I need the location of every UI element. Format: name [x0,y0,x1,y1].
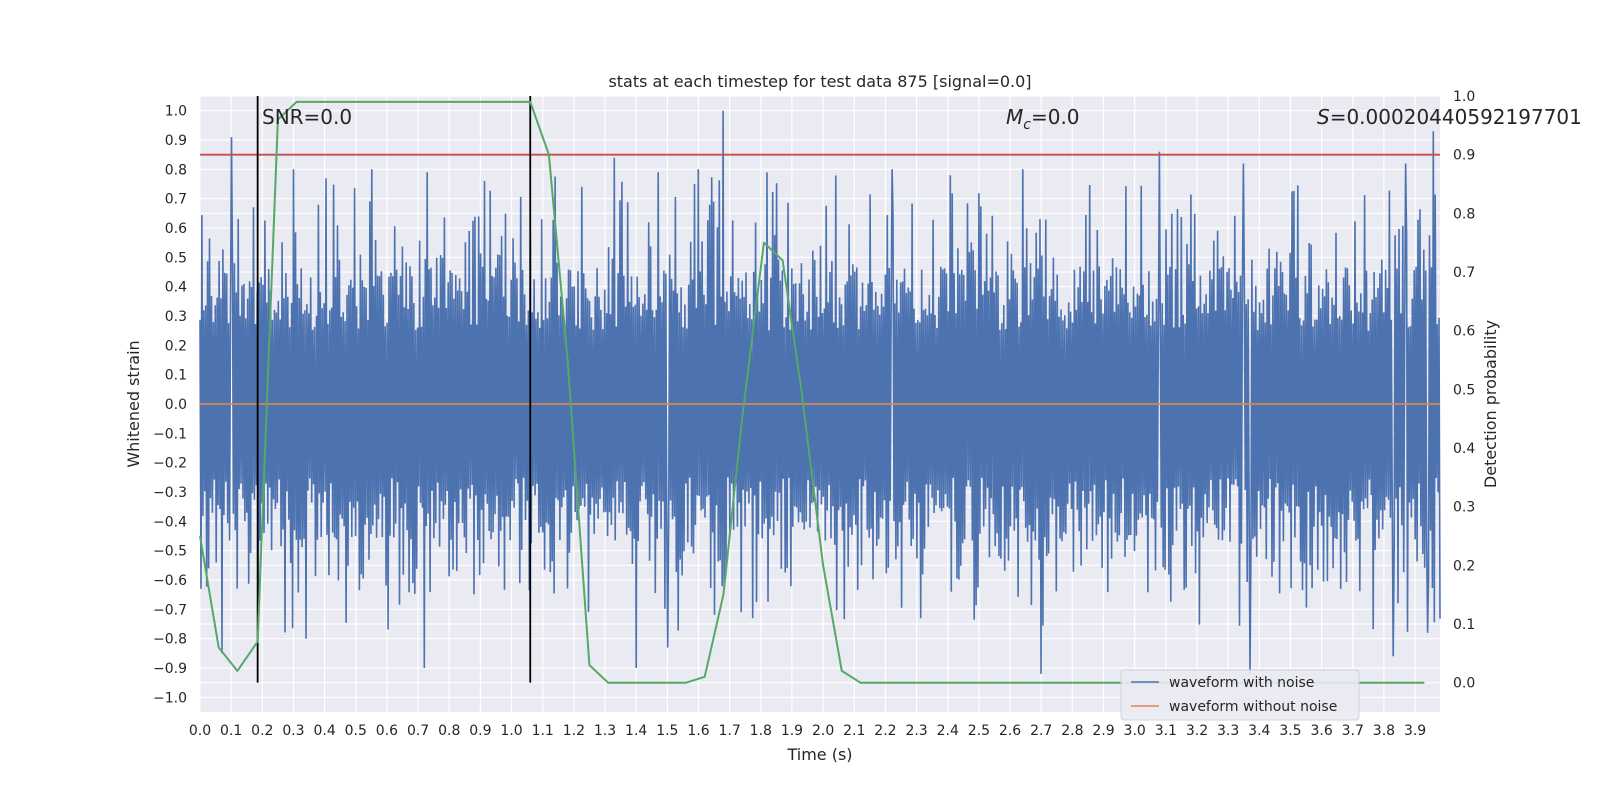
x-tick-label: 0.8 [438,723,460,739]
vertical-markers [256,96,532,683]
x-axis-ticks: 0.0 0.1 0.2 0.3 0.4 0.5 0.6 0.7 0.8 0.9 1.0 1.1 1.2 1… [189,723,1426,739]
x-tick-label: 3.1 [1155,723,1177,739]
y-axis-label: Whitened strain [124,340,143,467]
y2-tick-label: 0.8 [1453,206,1475,222]
y-tick-label: 1.0 [165,104,187,120]
snr-annotation: SNR=0.0 [262,105,352,129]
x-tick-label: 0.6 [376,723,398,739]
y-tick-label: −0.1 [153,426,187,442]
s-value: =0.00020440592197701⁠ [1330,105,1582,129]
x-tick-label: 3.7 [1342,723,1364,739]
x-tick-label: 3.9 [1404,723,1426,739]
y2-axis-ticks: 1.0 0.9 0.8 0.7 0.6 0.5 0.4 0.3 0.2 0.1 0.0 [1453,89,1475,692]
x-tick-label: 2.0 [812,723,834,739]
x-tick-label: 2.5 [968,723,990,739]
x-tick-label: 1.9 [781,723,803,739]
x-tick-label: 0.7 [407,723,429,739]
x-axis-label: Time (s) [786,745,852,764]
y-tick-label: −0.8 [153,632,187,648]
y-tick-label: 0.5 [165,250,187,266]
right-margin-mask [1588,96,1600,136]
y-tick-label: −0.3 [153,485,187,501]
legend-box [1120,669,1360,721]
x-tick-label: 3.5 [1279,723,1301,739]
x-tick-label: 3.8 [1373,723,1395,739]
noise-waveform-line [199,110,1441,674]
x-tick-label: 0.9 [469,723,491,739]
x-tick-label: 1.6 [687,723,709,739]
legend: waveform with noise waveform without noi… [1120,669,1360,721]
legend-label-noise: waveform with noise [1169,675,1314,691]
x-tick-label: 2.3 [905,723,927,739]
s-annotation: S=0.00020440592197701⁠ [1317,105,1582,129]
x-tick-label: 0.3 [282,723,304,739]
y2-tick-label: 0.3 [1453,500,1475,516]
y2-axis-label: Detection probability [1481,320,1500,488]
x-tick-label: 2.2 [874,723,896,739]
y-tick-label: −0.7 [153,602,187,618]
y-tick-label: 0.6 [165,221,187,237]
y-tick-label: 0.3 [165,309,187,325]
y-tick-label: −0.5 [153,544,187,560]
s-symbol: S [1317,105,1330,129]
x-tick-label: 1.5 [656,723,678,739]
y-tick-label: −0.6 [153,573,187,589]
y-tick-label: 0.9 [165,133,187,149]
x-tick-label: 3.6 [1310,723,1332,739]
x-tick-label: 0.4 [313,723,335,739]
y-tick-label: 0.4 [165,280,187,296]
x-tick-label: 2.7 [1030,723,1052,739]
detection-probability-series [199,100,1425,684]
y-tick-label: −0.9 [153,661,187,677]
y-tick-label: −0.2 [153,456,187,472]
y-tick-label: −1.0 [153,690,187,706]
x-tick-label: 3.4 [1248,723,1270,739]
x-tick-label: 3.3 [1217,723,1239,739]
y-tick-label: 0.1 [165,368,187,384]
x-tick-label: 0.1 [220,723,242,739]
x-tick-label: 1.0 [500,723,522,739]
y-tick-label: 0.7 [165,192,187,208]
y2-tick-label: 0.6 [1453,324,1475,340]
x-tick-label: 0.5 [345,723,367,739]
y2-tick-label: 0.0 [1453,676,1475,692]
y-tick-label: 0.2 [165,338,187,354]
x-tick-label: 2.9 [1092,723,1114,739]
x-tick-label: 1.4 [625,723,647,739]
y-tick-label: 0.0 [165,397,187,413]
y2-tick-label: 0.5 [1453,382,1475,398]
legend-label-clean: waveform without noise [1169,699,1337,715]
x-tick-label: 0.0 [189,723,211,739]
x-tick-label: 2.6 [999,723,1021,739]
y2-tick-label: 1.0 [1453,89,1475,105]
mc-annotation: Mc=0.0 [1006,105,1080,133]
x-tick-label: 1.8 [750,723,772,739]
x-tick-label: 1.3 [594,723,616,739]
x-tick-label: 1.2 [563,723,585,739]
y2-tick-label: 0.4 [1453,441,1475,457]
y2-tick-label: 0.7 [1453,265,1475,281]
x-tick-label: 0.2 [251,723,273,739]
y-tick-label: −0.4 [153,514,187,530]
x-tick-label: 3.2 [1186,723,1208,739]
x-tick-label: 1.1 [532,723,554,739]
y2-tick-label: 0.2 [1453,558,1475,574]
y-axis-ticks: 1.0 0.9 0.8 0.7 0.6 0.5 0.4 0.3 0.2 0.1 0.0 −0.1 −0.… [153,104,187,707]
x-tick-label: 2.8 [1061,723,1083,739]
chart-title: stats at each timestep for test data 875… [608,72,1031,91]
mc-subscript: c [1023,117,1031,133]
x-tick-label: 3.0 [1124,723,1146,739]
detection-probability-line [199,100,1425,684]
y-tick-label: 0.8 [165,162,187,178]
mc-symbol: M [1006,105,1023,129]
mc-value: =0.0 [1031,105,1080,129]
y2-tick-label: 0.9 [1453,148,1475,164]
x-tick-label: 1.7 [719,723,741,739]
y2-tick-label: 0.1 [1453,617,1475,633]
x-tick-label: 2.4 [937,723,959,739]
noise-waveform-series [199,110,1441,674]
x-tick-label: 2.1 [843,723,865,739]
